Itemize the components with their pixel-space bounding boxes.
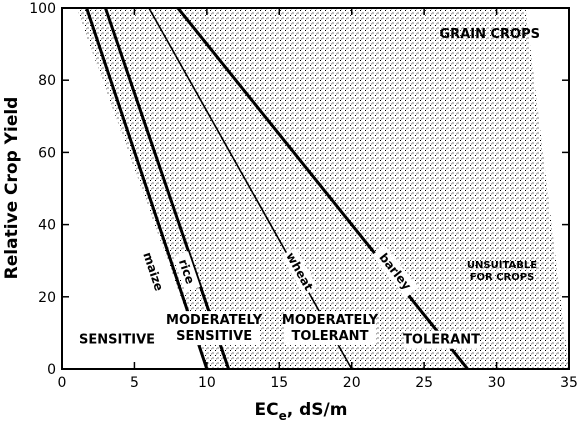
- x-tick-label: 20: [343, 375, 361, 391]
- crop-label-bg: [371, 245, 419, 298]
- crop-label-group: maize: [138, 247, 169, 296]
- y-tick-label: 60: [38, 145, 56, 161]
- x-axis-title-main: EC: [255, 400, 279, 420]
- crop-label-bg: [281, 247, 318, 296]
- y-tick-label: 100: [29, 1, 56, 17]
- x-tick-label: 25: [415, 375, 433, 391]
- x-tick-label: 0: [58, 375, 67, 391]
- y-tick-label: 40: [38, 218, 56, 234]
- zone-label-moderately-sensitive: MODERATELY: [166, 313, 263, 328]
- zone-label-moderately-sensitive: SENSITIVE: [176, 329, 252, 344]
- crop-label-maize: maize: [140, 250, 166, 292]
- x-axis-title: ECe, dS/m: [255, 400, 348, 423]
- crop-label-bg: [172, 251, 201, 292]
- line-barley: [176, 8, 469, 369]
- line-maize: [85, 8, 209, 369]
- zone-label-bg: [283, 311, 376, 346]
- crop-label-group: rice: [172, 251, 201, 292]
- unsuitable-label-line1: UNSUITABLE: [467, 260, 537, 271]
- zone-label-bg: [168, 311, 261, 346]
- band-moderately-tolerant: [214, 8, 526, 369]
- crop-lines: [85, 8, 469, 369]
- zone-label-moderately-tolerant: MODERATELY: [282, 313, 379, 328]
- zone-label-sensitive: SENSITIVE: [79, 333, 155, 348]
- x-tick-label: 10: [198, 375, 216, 391]
- band-tolerant: [286, 8, 569, 369]
- y-tick-label: 80: [38, 73, 56, 89]
- crop-label-bg: [138, 247, 169, 296]
- y-axis-ticks: 0 20 40 60 80 100: [29, 1, 569, 378]
- zone-label-bg: [404, 330, 479, 349]
- zone-label-tolerant: TOLERANT: [403, 333, 480, 348]
- x-tick-label: 5: [130, 375, 139, 391]
- unsuitable-label-line2: FOR CROPS: [470, 272, 535, 283]
- y-axis-title: Relative Crop Yield: [2, 97, 22, 280]
- plot-frame: [61, 7, 570, 370]
- x-tick-label: 15: [270, 375, 288, 391]
- x-tick-label: 30: [488, 375, 506, 391]
- zone-label-bg: [75, 330, 159, 349]
- chart-title: GRAIN CROPS: [440, 27, 540, 42]
- zone-label-moderately-tolerant: TOLERANT: [292, 329, 369, 344]
- x-axis-title-unit: , dS/m: [287, 400, 348, 420]
- zone-labels: SENSITIVEMODERATELYSENSITIVEMODERATELYTO…: [75, 311, 480, 349]
- y-tick-label: 0: [47, 362, 56, 378]
- line-rice: [104, 8, 231, 369]
- x-axis-ticks: 0 5 10 15 20 25 30 35: [58, 8, 577, 391]
- x-axis-title-subscript: e: [279, 409, 287, 423]
- line-wheat: [148, 8, 353, 369]
- y-tick-label: 20: [38, 290, 56, 306]
- x-tick-label: 35: [560, 375, 577, 391]
